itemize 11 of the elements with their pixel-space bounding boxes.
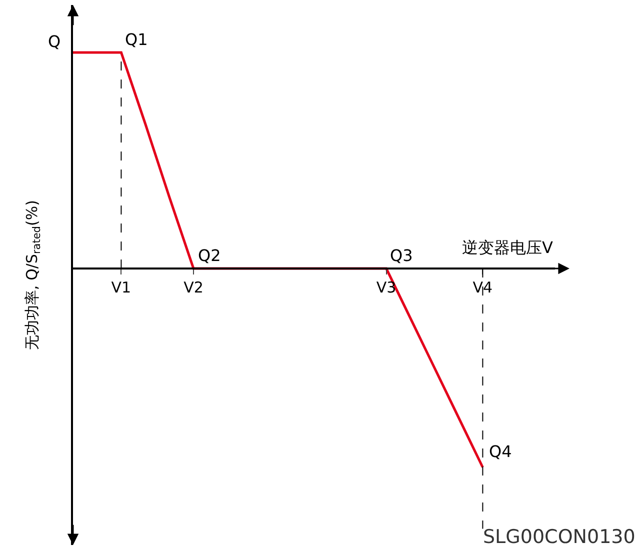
annotation: Q2 <box>198 246 221 265</box>
annotation: Q1 <box>125 30 148 49</box>
annotation: Q3 <box>390 246 413 265</box>
x-axis-title: 逆变器电压V <box>462 238 553 257</box>
text: Q <box>48 32 61 51</box>
x-tick-label: V3 <box>376 278 396 296</box>
annotation: Q4 <box>489 442 512 461</box>
x-tick-label: V2 <box>184 278 204 296</box>
text: SLG00CON0130 <box>483 526 636 548</box>
x-tick-label: V4 <box>472 278 493 296</box>
x-tick-label: V1 <box>111 278 132 296</box>
